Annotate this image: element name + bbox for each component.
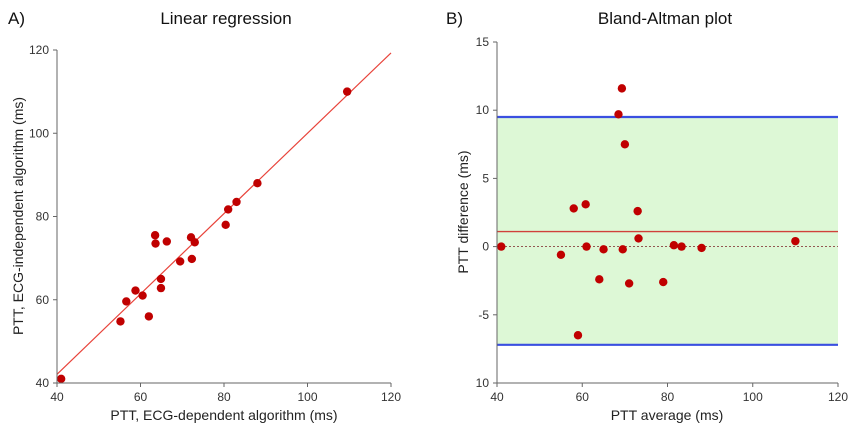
x-tick-label: 80 (661, 390, 675, 404)
y-tick-label: -5 (478, 308, 489, 322)
y-tick-label: 15 (476, 35, 490, 49)
data-point (569, 204, 578, 213)
data-point (150, 231, 160, 240)
panel-b-label: B) (446, 9, 463, 28)
x-tick-label: 100 (297, 390, 317, 404)
y-tick-label: 10 (476, 376, 490, 390)
data-point (697, 243, 706, 253)
data-point (620, 140, 630, 149)
linear-regression-panel: A) Linear regression 40 60 80 100 120 40 60 80 1… (8, 9, 401, 423)
panel-a-plot-area (57, 50, 391, 383)
data-point (144, 312, 154, 321)
data-point (223, 205, 233, 214)
data-point (791, 236, 800, 246)
x-tick-label: 60 (576, 390, 590, 404)
y-tick-label: 0 (482, 240, 489, 254)
data-point (677, 242, 686, 251)
y-tick-label: 80 (36, 210, 50, 224)
y-tick-label: 100 (29, 126, 49, 140)
x-tick-label: 40 (50, 390, 64, 404)
data-point (138, 291, 147, 300)
data-point (116, 317, 125, 326)
y-tick-label: 60 (36, 293, 50, 307)
y-tick-label: 5 (482, 171, 489, 185)
data-point (156, 283, 166, 293)
panel-a-title: Linear regression (160, 9, 291, 28)
data-point (633, 206, 642, 216)
bland-altman-panel: B) Bland-Altman plot 40 60 80 100 120 15 10 5 0 -… (446, 9, 848, 423)
data-point (595, 275, 604, 284)
data-point (156, 274, 166, 284)
x-tick-label: 100 (743, 390, 763, 404)
data-point (614, 110, 623, 119)
panel-b-title: Bland-Altman plot (598, 9, 732, 28)
data-point (599, 245, 608, 254)
y-tick-label: 40 (36, 376, 50, 390)
data-point (582, 242, 591, 251)
data-point (131, 286, 140, 295)
regression-line (56, 52, 392, 375)
data-point (122, 297, 131, 306)
x-tick-label: 80 (217, 390, 231, 404)
data-point (573, 331, 583, 340)
data-point (56, 374, 66, 384)
data-point (497, 242, 506, 251)
data-point (617, 84, 627, 93)
data-point (581, 200, 590, 209)
data-point (162, 237, 172, 246)
x-tick-label: 60 (134, 390, 148, 404)
x-tick-label: 120 (828, 390, 848, 404)
data-point (556, 250, 566, 259)
data-point (618, 245, 627, 254)
panel-b-x-axis-title: PTT average (ms) (611, 407, 724, 423)
y-tick-label: 10 (476, 103, 490, 117)
data-point (190, 238, 199, 247)
data-point (659, 277, 668, 287)
data-point (624, 279, 634, 288)
data-point (175, 257, 185, 266)
data-point (253, 179, 262, 188)
data-point (342, 87, 352, 96)
x-tick-label: 120 (381, 390, 401, 404)
panel-a-y-axis-title: PTT, ECG-independent algorithm (ms) (10, 97, 26, 335)
data-point (232, 197, 241, 207)
data-point (187, 254, 197, 264)
data-point (221, 220, 230, 230)
panel-b-y-axis-title: PTT difference (ms) (455, 150, 471, 273)
x-tick-label: 40 (490, 390, 504, 404)
y-tick-label: 120 (29, 43, 49, 57)
panel-a-x-axis-title: PTT, ECG-dependent algorithm (ms) (110, 407, 337, 423)
data-point (151, 239, 160, 248)
data-point (669, 241, 679, 250)
panel-a-label: A) (8, 9, 25, 28)
data-point (634, 234, 643, 243)
